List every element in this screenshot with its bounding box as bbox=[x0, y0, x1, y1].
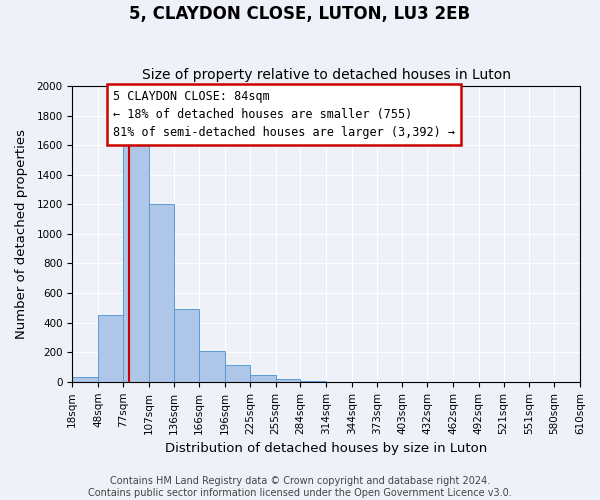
Bar bbox=[275, 379, 301, 382]
Text: Contains HM Land Registry data © Crown copyright and database right 2024.
Contai: Contains HM Land Registry data © Crown c… bbox=[88, 476, 512, 498]
Y-axis label: Number of detached properties: Number of detached properties bbox=[15, 129, 28, 339]
Bar bbox=[98, 314, 123, 382]
Bar bbox=[173, 310, 199, 382]
Text: 5, CLAYDON CLOSE, LUTON, LU3 2EB: 5, CLAYDON CLOSE, LUTON, LU3 2EB bbox=[130, 5, 470, 23]
Bar bbox=[250, 375, 275, 382]
Bar bbox=[199, 351, 225, 382]
Bar bbox=[149, 204, 173, 382]
X-axis label: Distribution of detached houses by size in Luton: Distribution of detached houses by size … bbox=[165, 442, 487, 455]
Bar bbox=[301, 380, 326, 382]
Bar bbox=[123, 145, 149, 382]
Title: Size of property relative to detached houses in Luton: Size of property relative to detached ho… bbox=[142, 68, 511, 82]
Bar bbox=[73, 376, 98, 382]
Bar bbox=[225, 365, 250, 382]
Text: 5 CLAYDON CLOSE: 84sqm
← 18% of detached houses are smaller (755)
81% of semi-de: 5 CLAYDON CLOSE: 84sqm ← 18% of detached… bbox=[113, 90, 455, 140]
